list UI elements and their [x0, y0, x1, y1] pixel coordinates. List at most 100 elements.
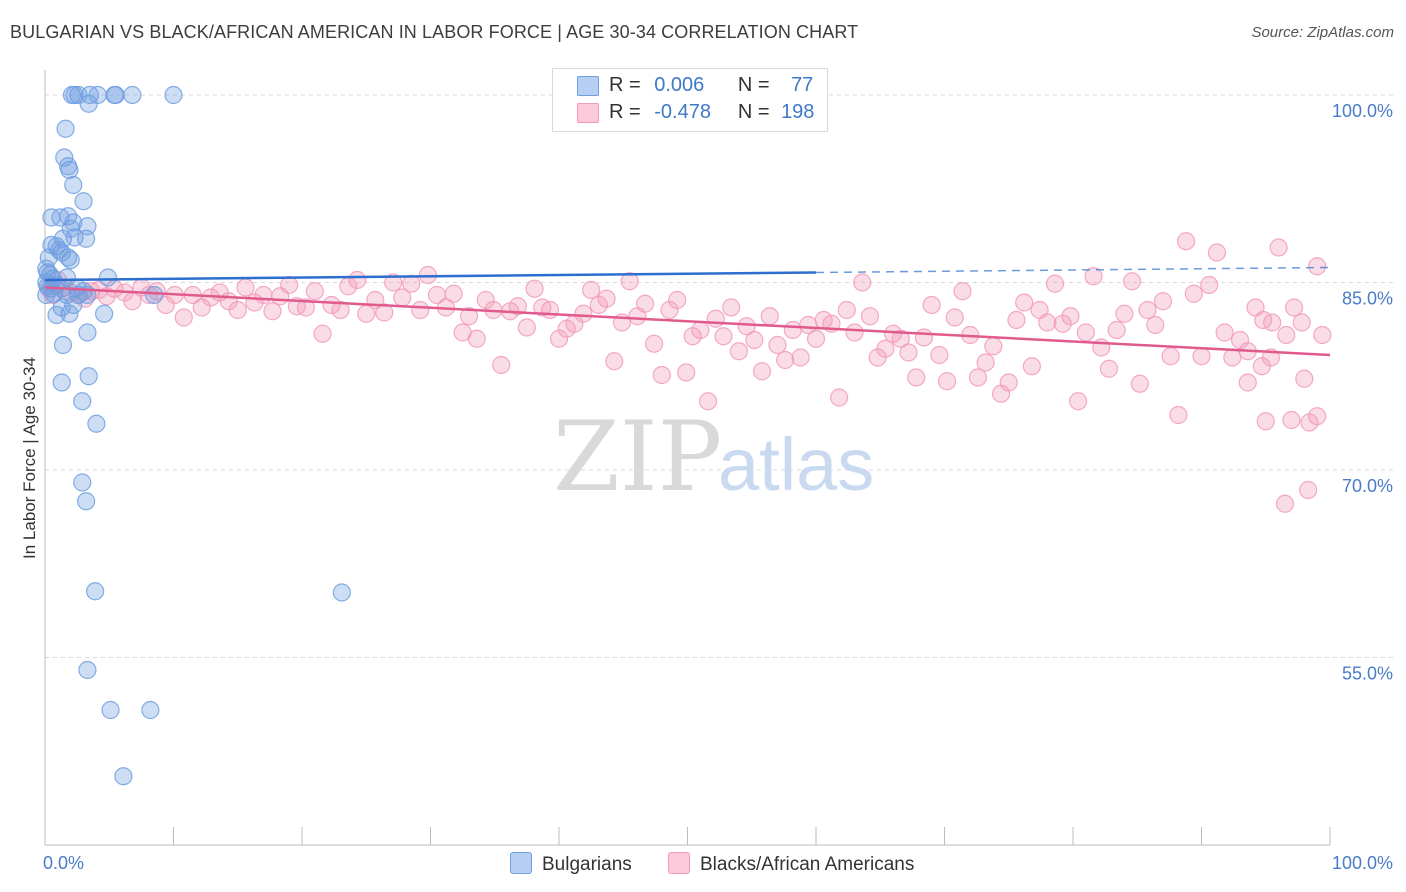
- data-point: [74, 192, 93, 211]
- data-point: [1284, 298, 1304, 317]
- data-point: [525, 279, 544, 298]
- data-point: [517, 318, 536, 337]
- x-tick-label-end: 100.0%: [1332, 853, 1393, 873]
- data-point: [65, 85, 84, 105]
- data-point: [714, 327, 733, 346]
- data-point: [1007, 310, 1026, 330]
- data-point: [549, 329, 569, 348]
- data-point: [263, 302, 282, 321]
- data-point: [1313, 325, 1332, 345]
- data-point: [1015, 293, 1034, 312]
- data-point: [1207, 243, 1227, 262]
- data-point: [1308, 257, 1327, 276]
- data-point: [1038, 313, 1057, 332]
- data-point: [783, 320, 802, 340]
- bottom-legend-swatch-blue: [510, 852, 532, 874]
- data-point: [930, 345, 949, 365]
- data-point: [752, 362, 772, 381]
- data-point: [574, 304, 593, 323]
- data-point: [1215, 323, 1234, 342]
- data-point: [691, 320, 710, 340]
- data-point: [73, 392, 92, 411]
- data-point: [891, 329, 910, 348]
- trend-line-bulgarians-extension: [815, 266, 1331, 274]
- legend-swatch-pink: [577, 102, 599, 123]
- data-point: [164, 85, 183, 105]
- data-point: [677, 363, 696, 382]
- data-point: [114, 767, 133, 786]
- data-point: [1269, 238, 1288, 257]
- data-point: [1123, 272, 1142, 291]
- data-point: [540, 300, 560, 320]
- data-point: [853, 273, 872, 292]
- data-point: [791, 348, 810, 367]
- data-point: [945, 308, 964, 327]
- data-point: [61, 250, 80, 270]
- data-point: [44, 284, 64, 303]
- data-point: [937, 372, 957, 391]
- legend-r-value: 0.006: [654, 74, 705, 96]
- data-point: [668, 290, 687, 310]
- legend-swatch-blue: [577, 75, 599, 96]
- data-point: [899, 343, 918, 362]
- data-point: [1115, 304, 1134, 323]
- data-point: [145, 285, 164, 305]
- data-point: [60, 304, 79, 323]
- data-point: [467, 329, 486, 348]
- data-point: [79, 94, 98, 113]
- bottom-legend-swatch-pink: [668, 852, 690, 874]
- data-point: [332, 583, 351, 602]
- data-point: [1069, 392, 1088, 411]
- data-point: [254, 285, 273, 305]
- tick-labels: 55.0% 70.0% 85.0% 100.0% 0.0% 100.0%: [43, 101, 1393, 873]
- legend-n-label: N =: [737, 74, 770, 96]
- legend-r-value: -0.478: [654, 101, 711, 123]
- chart-title: BULGARIAN VS BLACK/AFRICAN AMERICAN IN L…: [10, 22, 859, 42]
- series-bulgarians: [37, 85, 351, 786]
- data-point: [73, 473, 92, 492]
- data-point: [305, 282, 324, 301]
- y-tick-label: 70.0%: [1342, 476, 1393, 496]
- data-point: [476, 290, 495, 310]
- data-point: [1022, 357, 1041, 376]
- data-point: [737, 317, 756, 336]
- data-point: [830, 388, 849, 407]
- data-point: [375, 303, 394, 322]
- data-point: [228, 300, 247, 320]
- data-point: [459, 307, 479, 326]
- data-point: [78, 660, 97, 680]
- data-point: [47, 305, 66, 325]
- legend-n-value: 198: [781, 101, 815, 123]
- data-point: [1169, 405, 1188, 425]
- data-point: [1053, 314, 1072, 333]
- data-point: [64, 175, 83, 195]
- data-point: [156, 295, 175, 315]
- legend-row-blacks: R = -0.478 N = 198: [577, 101, 814, 127]
- data-point: [605, 352, 624, 371]
- data-point: [976, 353, 995, 372]
- data-point: [984, 337, 1003, 356]
- data-point: [86, 582, 105, 601]
- data-point: [98, 268, 118, 287]
- data-point: [492, 355, 511, 375]
- data-point: [922, 295, 941, 315]
- data-point: [65, 228, 84, 247]
- data-point: [1045, 274, 1065, 293]
- data-point: [597, 289, 616, 308]
- data-point: [61, 219, 80, 238]
- data-point: [1153, 292, 1173, 311]
- data-point: [53, 229, 73, 248]
- data-point: [999, 373, 1018, 392]
- data-point: [582, 280, 601, 300]
- data-point: [1263, 313, 1282, 332]
- data-point: [78, 323, 97, 342]
- data-point: [1146, 315, 1165, 335]
- data-point: [968, 368, 988, 387]
- data-point: [101, 700, 120, 720]
- y-tick-label: 100.0%: [1332, 101, 1393, 121]
- data-point: [79, 367, 98, 386]
- data-point: [776, 350, 795, 370]
- watermark: ZIP atlas: [553, 401, 874, 513]
- grid-lines: [45, 94, 1393, 658]
